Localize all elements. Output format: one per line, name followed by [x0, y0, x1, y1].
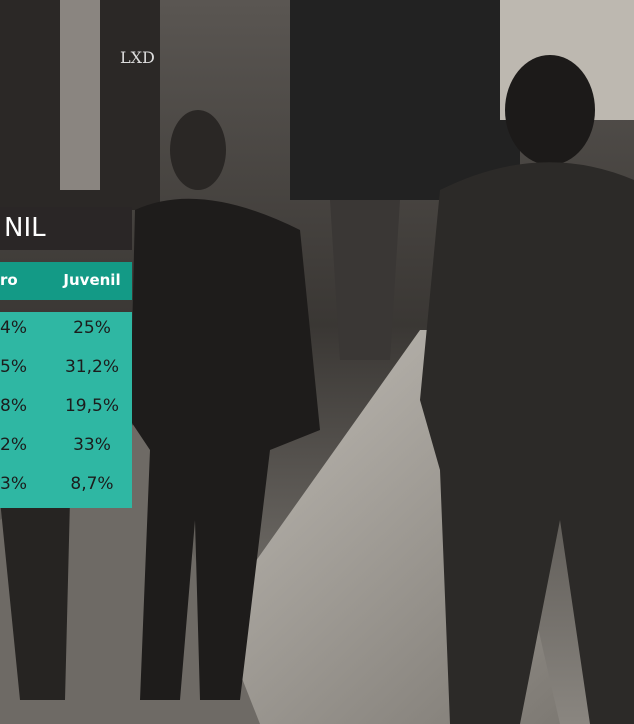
table-cell: 5% [0, 357, 27, 377]
table-title: NIL [0, 207, 132, 250]
table-body: 4% 25% 5% 31,2% 8% 19,5% 2% 33% 3% 8,7% [0, 312, 132, 508]
column-header: Juvenil [58, 271, 126, 289]
table-cell: 25% [58, 318, 126, 338]
table-cell: 8% [0, 396, 27, 416]
column-header: ro [0, 271, 18, 289]
table-header: ro Juvenil [0, 262, 132, 300]
table-cell: 8,7% [58, 474, 126, 494]
table-cell: 2% [0, 435, 27, 455]
table-cell: 19,5% [58, 396, 126, 416]
table-cell: 33% [58, 435, 126, 455]
table-cell: 4% [0, 318, 27, 338]
page: LXD NIL ro Juvenil 4% 25% 5% 31,2% 8% 19,5% 2% 3… [0, 0, 634, 724]
table-cell: 3% [0, 474, 27, 494]
shop-sign: LXD [120, 48, 155, 67]
table-cell: 31,2% [58, 357, 126, 377]
